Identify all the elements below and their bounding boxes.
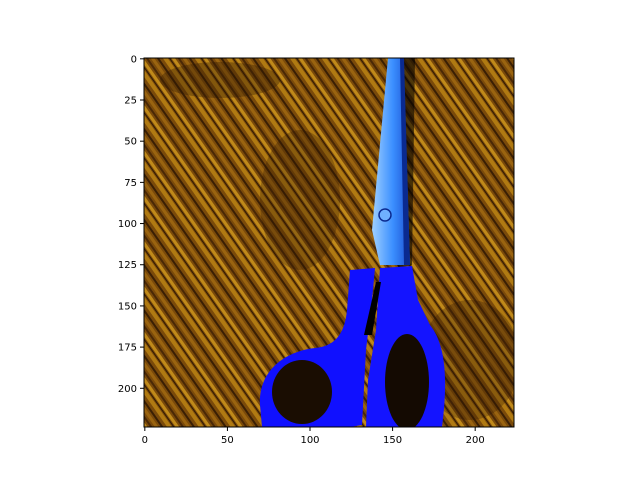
wood-shadow <box>260 130 340 270</box>
x-axis: 0 50 100 150 200 <box>142 427 485 446</box>
y-tick-label: 175 <box>118 343 137 354</box>
y-tick-label: 0 <box>131 54 137 65</box>
handle-gap <box>364 282 381 335</box>
y-tick-label: 150 <box>118 301 137 312</box>
x-tick-label: 0 <box>142 435 148 446</box>
pivot-screw-icon <box>378 208 392 222</box>
x-tick-label: 200 <box>466 435 485 446</box>
y-axis: 0 25 50 75 100 125 150 175 200 <box>118 54 144 395</box>
handle-left-hole <box>272 360 332 424</box>
y-tick-label: 125 <box>118 260 137 271</box>
wood-shadow <box>160 62 280 98</box>
y-tick-label: 25 <box>124 96 137 107</box>
x-tick-label: 100 <box>300 435 319 446</box>
y-tick-label: 200 <box>118 384 137 395</box>
scissor-blade-edge <box>400 58 410 265</box>
y-tick-label: 100 <box>118 219 137 230</box>
axes-frame <box>143 57 515 428</box>
x-tick-label: 50 <box>221 435 234 446</box>
y-tick-label: 50 <box>124 137 137 148</box>
handle-right-hole <box>385 334 429 427</box>
y-tick-label: 75 <box>124 178 137 189</box>
x-tick-label: 150 <box>383 435 402 446</box>
image-area <box>144 58 514 427</box>
